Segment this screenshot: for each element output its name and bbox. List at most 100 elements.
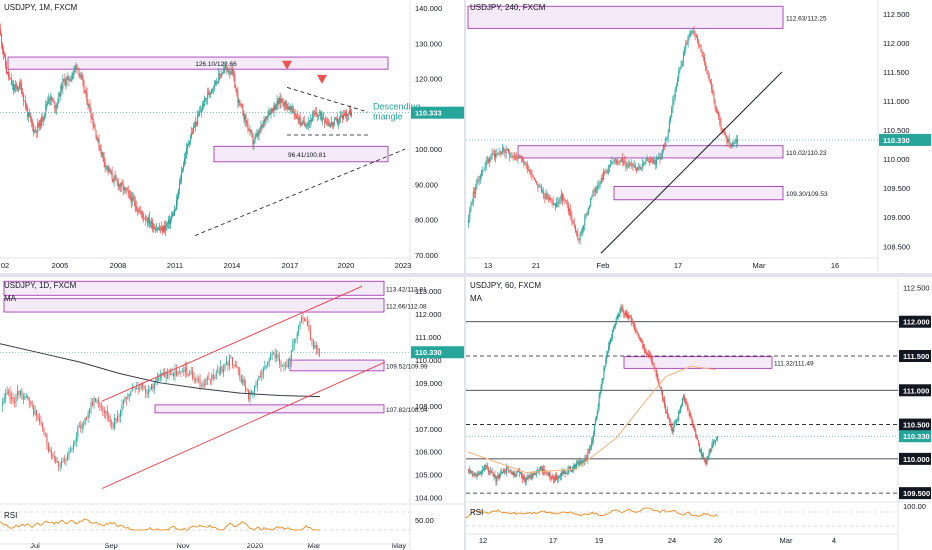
candle-body bbox=[177, 372, 179, 376]
candle-body bbox=[705, 62, 707, 71]
candle-body bbox=[547, 199, 549, 200]
candle-body bbox=[589, 448, 591, 454]
chart-h4-svg[interactable]: 112.500 112.000 111.500 111.000 110.500 110.0… bbox=[466, 0, 932, 272]
candle-body bbox=[643, 163, 644, 165]
candle-body bbox=[485, 465, 487, 467]
y-tick-label: 110.500 bbox=[883, 126, 910, 135]
candle-body bbox=[229, 71, 231, 74]
candle-body bbox=[607, 167, 609, 173]
candle-body bbox=[558, 201, 560, 204]
candle-body bbox=[489, 471, 491, 473]
candle-body bbox=[279, 357, 281, 363]
candle-body bbox=[610, 338, 612, 340]
candle-body bbox=[253, 386, 255, 393]
candle-body bbox=[646, 354, 648, 355]
candle-body bbox=[514, 472, 516, 476]
candle-body bbox=[470, 205, 472, 211]
candle-body bbox=[233, 364, 235, 367]
y-tick-label: 109.500 bbox=[883, 184, 910, 193]
candle-body bbox=[540, 467, 542, 468]
y-tick-label: 108.500 bbox=[883, 242, 910, 251]
zone-box bbox=[7, 56, 389, 70]
candle-body bbox=[651, 358, 653, 364]
candle-body bbox=[208, 378, 210, 380]
candle-body bbox=[711, 84, 713, 90]
candle-body bbox=[580, 231, 582, 235]
candle-body bbox=[621, 307, 623, 309]
candle-body bbox=[103, 156, 105, 163]
chart-monthly-panel[interactable]: 140.000130.000120.000110.000100.00090.00… bbox=[0, 0, 465, 272]
candle-body bbox=[242, 379, 244, 383]
candle-body bbox=[44, 112, 46, 118]
chart-h1-panel[interactable]: 112.500 112.000 111.500 111.000 110.500 110.0… bbox=[466, 278, 932, 550]
candle-body bbox=[1, 34, 3, 45]
chart-h4-panel[interactable]: 112.500 112.000 111.500 111.000 110.500 110.0… bbox=[466, 0, 932, 272]
candle-body bbox=[209, 92, 211, 95]
candle-body bbox=[287, 358, 289, 367]
chart-monthly-svg[interactable]: 140.000130.000120.000110.000100.00090.00… bbox=[0, 0, 465, 272]
candle-body bbox=[524, 478, 526, 482]
candle-body bbox=[81, 423, 83, 429]
candle-body bbox=[342, 114, 344, 119]
candle-body bbox=[154, 228, 156, 231]
candle-body bbox=[178, 189, 180, 198]
candle-body bbox=[108, 416, 110, 419]
candles-group bbox=[468, 25, 738, 245]
candle-body bbox=[691, 416, 693, 423]
candle-body bbox=[511, 156, 513, 158]
channel-lower-line bbox=[101, 361, 386, 489]
candle-body bbox=[571, 470, 573, 472]
candle-body bbox=[629, 317, 631, 319]
x-tick-label: Mar bbox=[780, 536, 793, 545]
candle-body bbox=[264, 366, 266, 369]
candle-body bbox=[124, 187, 126, 189]
last-price-tag bbox=[411, 346, 464, 359]
candle-body bbox=[304, 318, 306, 322]
candle-body bbox=[275, 106, 277, 110]
candle-body bbox=[11, 397, 13, 399]
candle-body bbox=[578, 238, 580, 241]
candle-body bbox=[59, 92, 61, 97]
y-tick-label: 120.000 bbox=[415, 75, 442, 84]
candle-body bbox=[323, 119, 325, 123]
candle-body bbox=[94, 127, 96, 131]
candle-body bbox=[209, 379, 211, 381]
candle-body bbox=[652, 158, 654, 164]
zone-box bbox=[467, 5, 784, 29]
candle-body bbox=[693, 30, 695, 33]
candle-body bbox=[597, 406, 599, 411]
chart-daily-svg[interactable]: 113.000 112.000 111.000 110.000 109.000 108.0… bbox=[0, 278, 465, 550]
candle-body bbox=[44, 433, 46, 435]
candle-body bbox=[258, 376, 260, 381]
candle-body bbox=[684, 401, 686, 403]
candle-body bbox=[68, 450, 70, 456]
chart-h1-svg[interactable]: 112.500 112.000 111.500 111.000 110.500 110.0… bbox=[466, 278, 932, 550]
candles-group bbox=[467, 303, 719, 486]
candle-body bbox=[286, 365, 288, 367]
candle-body bbox=[52, 455, 54, 457]
candle-body bbox=[76, 65, 78, 68]
rsi-line bbox=[466, 507, 719, 519]
candle-body bbox=[486, 159, 488, 161]
candle-body bbox=[602, 378, 604, 382]
candle-body bbox=[521, 472, 523, 477]
x-tick-label: Jul bbox=[30, 541, 40, 550]
candle-body bbox=[72, 444, 74, 449]
candle-body bbox=[118, 415, 120, 417]
candle-body bbox=[15, 85, 17, 88]
candle-body bbox=[226, 361, 228, 365]
candle-body bbox=[271, 108, 273, 110]
candle-body bbox=[600, 385, 602, 394]
candle-body bbox=[681, 404, 683, 407]
candle-body bbox=[138, 210, 140, 212]
candle-body bbox=[622, 307, 624, 311]
candle-body bbox=[477, 474, 479, 476]
candle-body bbox=[565, 473, 567, 475]
candle-body bbox=[552, 200, 554, 206]
candle-body bbox=[145, 219, 147, 221]
candle-body bbox=[99, 403, 101, 407]
candle-body bbox=[305, 321, 307, 323]
candle-body bbox=[542, 191, 544, 193]
chart-daily-panel[interactable]: 113.000 112.000 111.000 110.000 109.000 108.0… bbox=[0, 278, 465, 550]
candle-body bbox=[90, 112, 92, 118]
